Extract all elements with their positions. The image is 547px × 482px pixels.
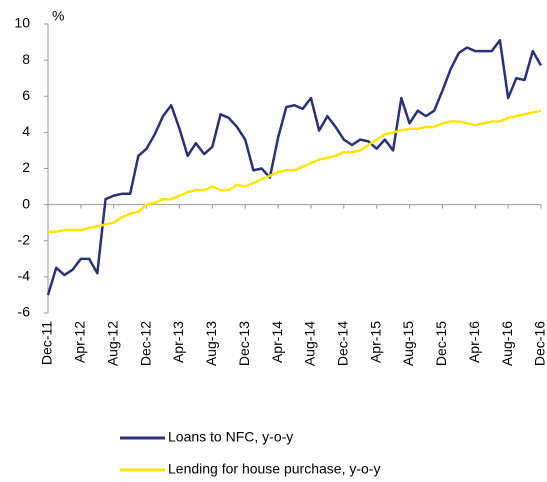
x-tick-label: Apr-15 <box>367 321 383 363</box>
x-tick-label: Aug-15 <box>400 321 416 366</box>
x-tick-label: Apr-13 <box>170 321 186 363</box>
series-line <box>46 39 543 296</box>
x-tick-label: Dec-14 <box>335 321 351 366</box>
y-tick-label: 10 <box>14 15 30 31</box>
x-tick-label: Aug-14 <box>302 321 318 366</box>
y-tick-label: 4 <box>22 123 30 139</box>
y-tick-label: 8 <box>22 51 30 67</box>
x-tick-label: Apr-12 <box>72 321 88 363</box>
x-tick-label: Aug-12 <box>104 321 120 366</box>
y-unit: % <box>52 8 64 24</box>
y-tick-label: -2 <box>18 231 31 247</box>
y-tick-label: -4 <box>18 268 31 284</box>
x-tick-label: Aug-13 <box>203 321 219 366</box>
x-tick-label: Dec-12 <box>137 321 153 366</box>
y-tick-label: 6 <box>22 87 30 103</box>
y-tick-label: 2 <box>22 159 30 175</box>
x-tick-label: Dec-13 <box>236 321 252 366</box>
y-tick-label: -6 <box>18 304 31 320</box>
y-tick-label: 0 <box>22 195 30 211</box>
x-tick-label: Apr-14 <box>269 321 285 363</box>
x-tick-label: Apr-16 <box>466 321 482 363</box>
x-tick-label: Dec-15 <box>433 321 449 366</box>
legend-label: Lending for house purchase, y-o-y <box>168 461 380 477</box>
legend-label: Loans to NFC, y-o-y <box>168 429 293 445</box>
x-tick-label: Aug-16 <box>499 321 515 366</box>
x-tick-label: Dec-11 <box>39 321 55 365</box>
x-tick-label: Dec-16 <box>532 321 547 366</box>
series-line <box>48 109 542 233</box>
